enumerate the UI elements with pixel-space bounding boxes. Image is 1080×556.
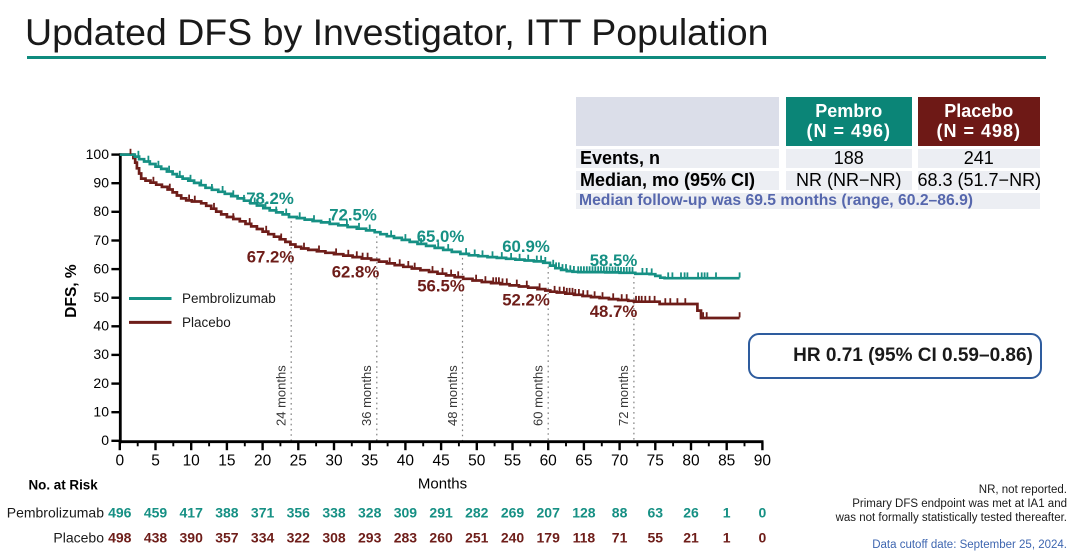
svg-text:15: 15: [218, 452, 235, 469]
svg-text:48.7%: 48.7%: [590, 302, 638, 321]
svg-text:56.5%: 56.5%: [417, 277, 465, 296]
svg-text:5: 5: [151, 452, 160, 469]
svg-text:26: 26: [683, 505, 699, 521]
svg-text:52.2%: 52.2%: [502, 291, 550, 310]
svg-text:58.5%: 58.5%: [590, 251, 638, 270]
svg-text:62.8%: 62.8%: [332, 263, 380, 282]
svg-text:71: 71: [612, 529, 628, 545]
svg-text:30: 30: [93, 346, 109, 362]
svg-text:283: 283: [394, 529, 418, 545]
svg-text:293: 293: [358, 529, 382, 545]
svg-text:20: 20: [93, 375, 109, 391]
svg-text:No. at Risk: No. at Risk: [29, 478, 99, 493]
svg-text:60: 60: [540, 452, 558, 469]
svg-text:72 months: 72 months: [616, 365, 631, 426]
svg-text:334: 334: [251, 529, 275, 545]
svg-text:10: 10: [93, 404, 109, 420]
svg-text:207: 207: [537, 505, 561, 521]
svg-text:90: 90: [93, 175, 109, 191]
svg-text:88: 88: [612, 505, 628, 521]
svg-text:371: 371: [251, 505, 275, 521]
svg-text:1: 1: [723, 529, 731, 545]
svg-text:63: 63: [648, 505, 664, 521]
svg-text:Pembrolizumab: Pembrolizumab: [182, 291, 276, 306]
svg-text:25: 25: [290, 452, 307, 469]
svg-text:85: 85: [718, 452, 735, 469]
svg-text:40: 40: [93, 318, 109, 334]
svg-text:10: 10: [183, 452, 201, 469]
svg-text:328: 328: [358, 505, 382, 521]
svg-text:0: 0: [759, 505, 767, 521]
svg-text:496: 496: [108, 505, 132, 521]
svg-text:417: 417: [180, 505, 204, 521]
svg-text:357: 357: [215, 529, 239, 545]
svg-text:Placebo: Placebo: [53, 529, 104, 545]
svg-text:78.2%: 78.2%: [246, 189, 294, 208]
svg-text:40: 40: [397, 452, 415, 469]
svg-text:20: 20: [254, 452, 272, 469]
svg-text:60 months: 60 months: [531, 365, 546, 426]
svg-text:100: 100: [86, 146, 110, 162]
svg-text:459: 459: [144, 505, 168, 521]
svg-text:308: 308: [322, 529, 346, 545]
svg-text:45: 45: [432, 452, 449, 469]
svg-text:Placebo: Placebo: [182, 315, 231, 330]
svg-text:309: 309: [394, 505, 418, 521]
svg-text:0: 0: [101, 432, 109, 448]
svg-text:291: 291: [429, 505, 453, 521]
svg-text:50: 50: [468, 452, 486, 469]
svg-text:65: 65: [575, 452, 592, 469]
svg-text:390: 390: [180, 529, 204, 545]
svg-text:282: 282: [465, 505, 489, 521]
svg-text:338: 338: [322, 505, 346, 521]
svg-text:0: 0: [759, 529, 767, 545]
svg-text:60: 60: [93, 260, 109, 276]
svg-text:55: 55: [504, 452, 521, 469]
svg-text:50: 50: [93, 289, 109, 305]
svg-text:269: 269: [501, 505, 525, 521]
svg-text:179: 179: [537, 529, 561, 545]
svg-text:Months: Months: [418, 475, 467, 492]
svg-text:21: 21: [683, 529, 699, 545]
svg-text:90: 90: [754, 452, 772, 469]
svg-text:498: 498: [108, 529, 132, 545]
svg-text:DFS, %: DFS, %: [63, 264, 80, 318]
svg-text:260: 260: [429, 529, 453, 545]
svg-text:30: 30: [325, 452, 343, 469]
svg-text:240: 240: [501, 529, 525, 545]
svg-text:36 months: 36 months: [359, 365, 374, 426]
svg-text:438: 438: [144, 529, 168, 545]
svg-text:65.0%: 65.0%: [417, 227, 465, 246]
svg-text:0: 0: [115, 452, 124, 469]
svg-text:128: 128: [572, 505, 596, 521]
svg-text:80: 80: [682, 452, 700, 469]
svg-text:24 months: 24 months: [274, 365, 289, 426]
svg-text:55: 55: [648, 529, 664, 545]
svg-text:72.5%: 72.5%: [329, 206, 377, 225]
svg-text:Pembrolizumab: Pembrolizumab: [7, 505, 104, 521]
svg-text:251: 251: [465, 529, 489, 545]
svg-text:70: 70: [93, 232, 109, 248]
svg-text:75: 75: [647, 452, 664, 469]
svg-text:67.2%: 67.2%: [247, 248, 295, 267]
svg-text:70: 70: [611, 452, 629, 469]
svg-text:48 months: 48 months: [445, 365, 460, 426]
svg-text:118: 118: [573, 529, 596, 545]
svg-text:322: 322: [287, 529, 311, 545]
svg-text:356: 356: [287, 505, 311, 521]
svg-text:60.9%: 60.9%: [502, 237, 550, 256]
svg-text:388: 388: [215, 505, 239, 521]
svg-text:80: 80: [93, 203, 109, 219]
svg-text:1: 1: [723, 505, 731, 521]
svg-text:35: 35: [361, 452, 378, 469]
